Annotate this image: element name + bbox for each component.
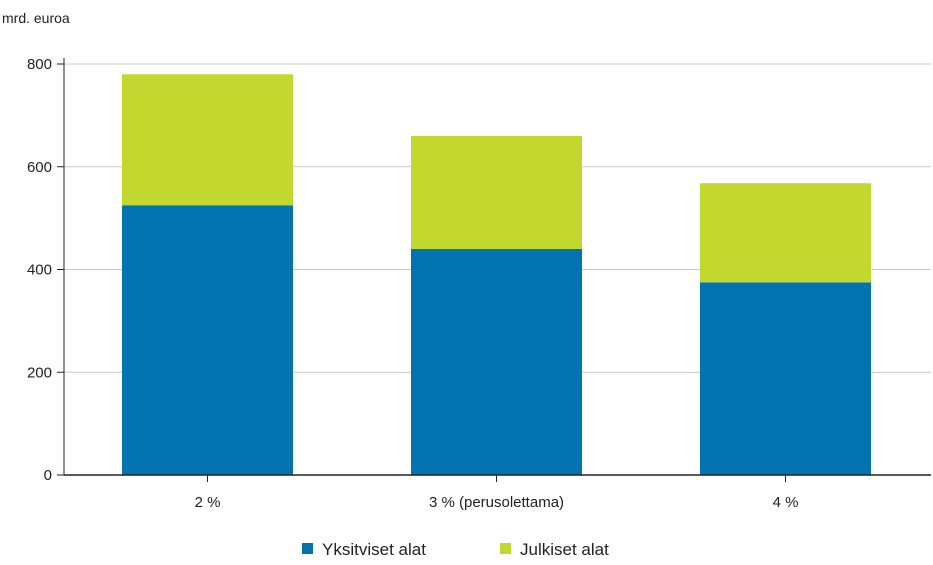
x-tick-label: 4 %	[773, 494, 799, 511]
legend-swatch	[302, 543, 313, 554]
legend: Yksitviset alat Julkiset alat	[302, 540, 609, 559]
x-tick-label: 3 % (perusolettama)	[429, 494, 564, 511]
legend-label: Yksitviset alat	[322, 540, 426, 559]
y-axis-ticks: 0 200 400 600 800	[27, 56, 64, 484]
x-tick-label: 2 %	[195, 494, 221, 511]
x-axis-labels: 2 % 3 % (perusolettama) 4 %	[195, 475, 799, 511]
y-tick-label: 600	[27, 159, 52, 176]
bar-segment	[122, 74, 293, 206]
y-tick-label: 200	[27, 364, 52, 381]
bar-segment	[411, 248, 582, 475]
bars	[122, 74, 871, 475]
y-tick-label: 400	[27, 262, 52, 279]
bar-segment	[700, 282, 871, 475]
y-axis-unit-label: mrd. euroa	[2, 10, 70, 26]
legend-label: Julkiset alat	[520, 540, 609, 559]
bar-segment	[700, 183, 871, 283]
legend-swatch	[500, 543, 511, 554]
y-tick-label: 800	[27, 56, 52, 73]
bar-segment	[122, 205, 293, 475]
bar-segment	[411, 135, 582, 249]
y-tick-label: 0	[44, 467, 52, 484]
